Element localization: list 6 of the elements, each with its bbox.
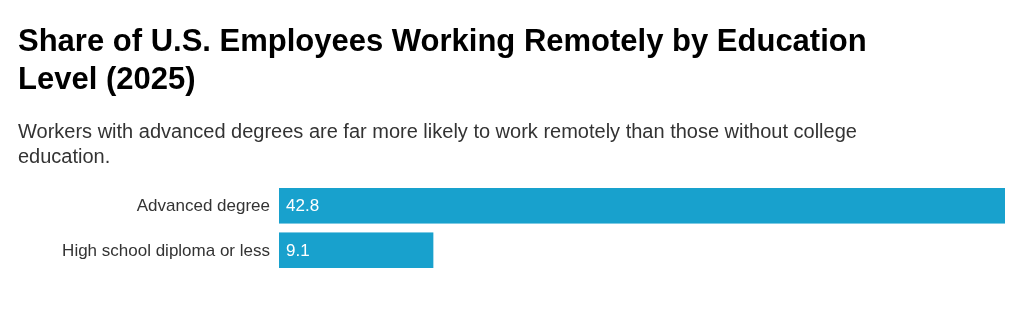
y-tick-label: High school diploma or less [62, 240, 270, 260]
data-label: 42.8 [286, 196, 320, 216]
y-tick-label: Advanced degree [136, 196, 270, 216]
chart-title: Share of U.S. Employees Working Remotely by Education Level (2025) [18, 23, 867, 96]
chart-subtitle: Workers with advanced degrees are far more likely to work remotely than those without college education. [18, 120, 857, 167]
data-label: 9.1 [286, 240, 310, 260]
